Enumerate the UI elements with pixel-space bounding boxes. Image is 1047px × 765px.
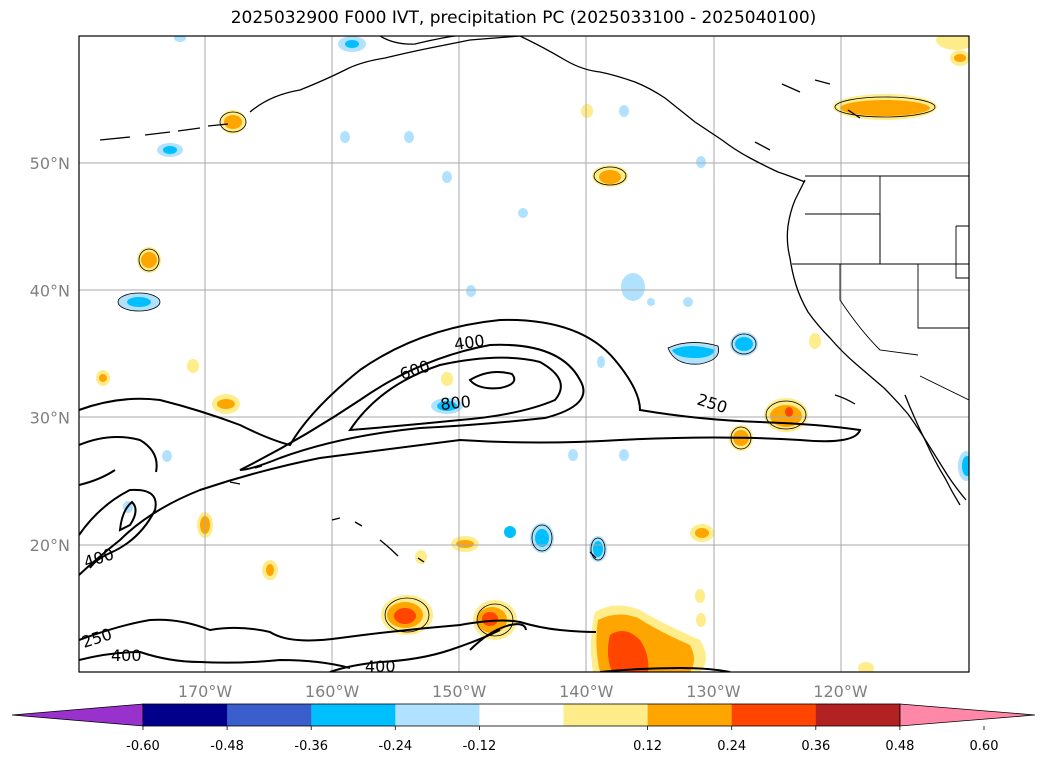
precip-positive-blob bbox=[220, 110, 246, 134]
contour-label: 400 bbox=[365, 657, 396, 676]
colorbar-tick-label: -0.60 bbox=[126, 739, 160, 754]
longitude-label: 150°W bbox=[432, 682, 487, 701]
longitude-label: 140°W bbox=[559, 682, 614, 701]
longitude-label: 170°W bbox=[178, 682, 233, 701]
precip-negative-blob bbox=[530, 523, 554, 553]
precip-outlines bbox=[117, 96, 936, 637]
political-borders bbox=[792, 175, 969, 401]
colorbar-segment bbox=[227, 704, 312, 726]
precip-positive-blob bbox=[212, 394, 240, 414]
map-plot-area: 400 600 800 250 400 250 400 400 bbox=[79, 36, 969, 676]
map-frame bbox=[78, 35, 970, 673]
precip-positive-blob bbox=[137, 247, 161, 273]
latitude-label: 50°N bbox=[30, 154, 70, 173]
longitude-label: 120°W bbox=[813, 682, 868, 701]
longitude-label: 130°W bbox=[686, 682, 741, 701]
colorbar-tick-label: -0.24 bbox=[378, 739, 412, 754]
latitude-labels: 50°N 40°N 30°N 20°N bbox=[30, 154, 70, 555]
colorbar-segment bbox=[815, 704, 901, 726]
precip-positive-blob bbox=[936, 36, 969, 66]
longitude-label: 160°W bbox=[305, 682, 360, 701]
precip-anomaly-fills bbox=[96, 36, 969, 672]
colorbar-tick-label: 0.60 bbox=[970, 739, 999, 754]
colorbar-tick-label: -0.36 bbox=[294, 739, 328, 754]
precip-positive-blob bbox=[764, 398, 808, 432]
contour-label: 400 bbox=[111, 646, 142, 665]
contour-labels: 400 600 800 250 400 250 400 400 bbox=[79, 331, 729, 676]
precip-positive-blob bbox=[96, 104, 874, 672]
precip-negative-blob bbox=[123, 36, 969, 538]
colorbar-segment bbox=[311, 704, 396, 726]
colorbar-tick-label: 0.48 bbox=[885, 739, 914, 754]
latitude-label: 20°N bbox=[30, 536, 70, 555]
contour-label: 800 bbox=[439, 392, 471, 414]
precip-positive-blob bbox=[262, 560, 278, 580]
ivt-contours bbox=[79, 318, 862, 672]
colorbar-segment bbox=[479, 704, 564, 726]
colorbar-extend-low bbox=[11, 703, 144, 727]
colorbar-segment bbox=[563, 704, 649, 726]
colorbar-tick-label: 0.12 bbox=[633, 739, 662, 754]
colorbar bbox=[11, 703, 1036, 727]
precip-negative-blob bbox=[118, 293, 160, 311]
longitude-labels: 170°W 160°W 150°W 140°W 130°W 120°W bbox=[178, 682, 868, 701]
colorbar-tick-label: 0.24 bbox=[717, 739, 746, 754]
precip-positive-blob bbox=[833, 94, 937, 120]
precip-negative-blob bbox=[589, 536, 607, 562]
colorbar-segment bbox=[143, 704, 228, 726]
colorbar-segment bbox=[731, 704, 817, 726]
precip-positive-blob bbox=[592, 165, 628, 187]
precip-negative-blob bbox=[431, 398, 463, 414]
map-title: 2025032900 F000 IVT, precipitation PC (2… bbox=[230, 8, 817, 28]
colorbar-segment bbox=[395, 704, 480, 726]
precip-negative-blob bbox=[668, 342, 719, 365]
precip-positive-blob bbox=[381, 595, 433, 635]
colorbar-tick-label: -0.48 bbox=[210, 739, 244, 754]
colorbar-tick-label: 0.36 bbox=[801, 739, 830, 754]
precip-positive-blob bbox=[451, 536, 479, 552]
graticule bbox=[79, 36, 969, 672]
colorbar-extend-high bbox=[899, 703, 1036, 727]
latitude-label: 30°N bbox=[30, 409, 70, 428]
colorbar-segment bbox=[647, 704, 733, 726]
latitude-label: 40°N bbox=[30, 281, 70, 300]
precip-positive-blob bbox=[590, 605, 706, 672]
colorbar-tick-label: -0.12 bbox=[463, 739, 497, 754]
precip-positive-blob bbox=[690, 524, 714, 542]
colorbar-frame bbox=[142, 703, 901, 727]
colorbar-labels: -0.60 -0.48 -0.36 -0.24 -0.12 0.12 0.24 0.36 0.4… bbox=[126, 726, 998, 754]
precip-negative-blob bbox=[730, 332, 758, 356]
contour-label: 400 bbox=[453, 331, 486, 354]
coastlines bbox=[99, 36, 967, 563]
